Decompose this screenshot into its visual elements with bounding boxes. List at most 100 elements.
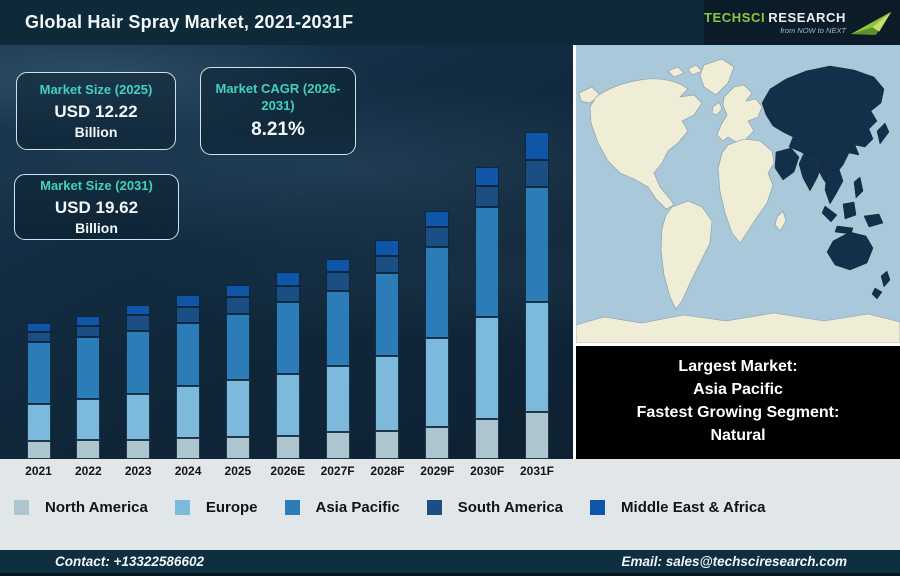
legend-swatch-south-america xyxy=(426,500,442,515)
bar-segment-north-america xyxy=(325,432,350,459)
region-australia xyxy=(826,231,874,271)
bar-segment-south-america xyxy=(525,160,549,188)
bar-2021 xyxy=(26,323,51,459)
bar-segment-north-america xyxy=(275,435,300,459)
bar-segment-asia-pacific xyxy=(275,302,300,374)
info-box-unit: Billion xyxy=(75,219,118,236)
region-north-america xyxy=(589,78,703,210)
bar-2031F xyxy=(525,132,549,459)
bar-2028F xyxy=(375,239,400,459)
x-axis-label-2025: 2025 xyxy=(224,464,252,478)
map-callout-divider xyxy=(576,343,900,346)
forward-arrow-icon xyxy=(850,11,892,35)
brand-logo-text: TechSci Research from NOW to NEXT xyxy=(704,10,846,35)
bar-segment-europe xyxy=(425,338,450,428)
bar-segment-north-america xyxy=(76,440,101,459)
logo-tagline: from NOW to NEXT xyxy=(780,26,847,35)
legend-label: South America xyxy=(457,499,564,516)
bar-segment-north-america xyxy=(425,427,450,459)
bar-segment-south-america xyxy=(225,297,250,315)
legend-item-north-america: North America xyxy=(14,499,148,516)
world-map xyxy=(576,45,900,343)
bar-segment-south-america xyxy=(275,285,300,303)
region-south-america xyxy=(660,200,713,310)
x-axis-label-2029F: 2029F xyxy=(420,464,455,478)
info-box-market-size-2025: Market Size (2025) USD 12.22 Billion xyxy=(16,72,176,150)
bar-2030F xyxy=(475,166,500,459)
bar-segment-middle-east-africa xyxy=(425,210,450,228)
bar-segment-middle-east-africa xyxy=(375,239,400,256)
region-united-kingdom xyxy=(711,101,723,116)
bar-segment-middle-east-africa xyxy=(525,132,549,161)
bar-segment-asia-pacific xyxy=(525,187,549,303)
region-sumatra xyxy=(821,205,838,223)
region-africa xyxy=(717,138,775,244)
bar-segment-europe xyxy=(525,302,549,413)
bar-segment-south-america xyxy=(76,326,101,338)
legend-label: Middle East & Africa xyxy=(621,499,766,516)
region-new-zealand-south xyxy=(871,287,883,300)
bar-segment-south-america xyxy=(176,307,201,323)
legend-item-south-america: South America xyxy=(426,499,564,516)
bar-segment-asia-pacific xyxy=(325,290,350,366)
footer: Contact: +13322586602 Email: sales@techs… xyxy=(0,550,900,576)
callout-box: Largest Market: Asia Pacific Fastest Growi… xyxy=(576,346,900,459)
chart-legend: North America Europe Asia Pacific South Ame… xyxy=(14,499,766,516)
legend-label: Asia Pacific xyxy=(315,499,400,516)
bar-segment-asia-pacific xyxy=(26,341,51,405)
legend-swatch-middle-east-africa xyxy=(590,500,606,515)
region-asia xyxy=(761,65,885,188)
brand-logo: TechSci Research from NOW to NEXT xyxy=(704,0,900,45)
page-title: Global Hair Spray Market, 2021-2031F xyxy=(25,12,354,32)
region-india xyxy=(798,151,824,192)
bar-2025 xyxy=(225,285,250,459)
map-panel: Largest Market: Asia Pacific Fastest Growi… xyxy=(573,45,900,459)
bar-segment-middle-east-africa xyxy=(176,295,201,308)
bar-segment-north-america xyxy=(126,440,151,459)
bar-segment-asia-pacific xyxy=(176,322,201,386)
x-axis-label-2021: 2021 xyxy=(25,464,52,478)
region-indochina xyxy=(824,168,844,205)
header: Global Hair Spray Market, 2021-2031F Tec… xyxy=(0,0,900,45)
region-new-guinea xyxy=(863,213,884,228)
region-europe xyxy=(716,84,763,143)
bar-segment-europe xyxy=(76,399,101,441)
bar-segment-europe xyxy=(126,393,151,441)
bar-2029F xyxy=(425,210,450,459)
bar-segment-south-america xyxy=(325,272,350,291)
bar-segment-middle-east-africa xyxy=(26,323,51,333)
bar-2027F xyxy=(325,259,350,459)
info-box-value: USD 19.62 xyxy=(54,197,139,217)
legend-item-middle-east-africa: Middle East & Africa xyxy=(590,499,766,516)
bar-segment-north-america xyxy=(525,412,549,459)
bar-segment-europe xyxy=(275,373,300,436)
info-box-market-size-2031: Market Size (2031) USD 19.62 Billion xyxy=(14,174,179,240)
x-axis-label-2027F: 2027F xyxy=(320,464,355,478)
callout-line: Natural xyxy=(710,427,766,444)
bar-segment-asia-pacific xyxy=(375,273,400,356)
x-axis-strip: 2021 2022 2023 2024 2025 2026E 2027F 2028F 2029F… xyxy=(0,459,900,550)
region-philippines xyxy=(853,176,864,199)
info-box-value: USD 12.22 xyxy=(54,101,138,121)
bar-segment-north-america xyxy=(26,440,51,459)
x-axis-label-2022: 2022 xyxy=(74,464,102,478)
bar-segment-asia-pacific xyxy=(76,337,101,400)
footer-email: Email: sales@techsciresearch.com xyxy=(621,554,847,569)
bar-segment-south-america xyxy=(375,255,400,274)
bar-segment-asia-pacific xyxy=(475,206,500,317)
bar-segment-middle-east-africa xyxy=(275,272,300,286)
bar-segment-north-america xyxy=(176,438,201,459)
bar-segment-asia-pacific xyxy=(126,330,151,394)
bar-segment-middle-east-africa xyxy=(325,259,350,273)
bar-segment-south-america xyxy=(126,314,151,331)
legend-item-asia-pacific: Asia Pacific xyxy=(284,499,400,516)
legend-swatch-north-america xyxy=(14,500,29,515)
footer-contact: Contact: +13322586602 xyxy=(55,554,204,569)
info-box-unit: Billion xyxy=(74,123,118,140)
info-box-label: Market Size (2025) xyxy=(39,82,153,98)
bar-segment-europe xyxy=(26,404,51,441)
info-box-value: 8.21% xyxy=(251,118,305,140)
bar-segment-middle-east-africa xyxy=(475,166,500,186)
callout-line: Largest Market: xyxy=(678,358,798,375)
region-japan xyxy=(876,122,890,145)
